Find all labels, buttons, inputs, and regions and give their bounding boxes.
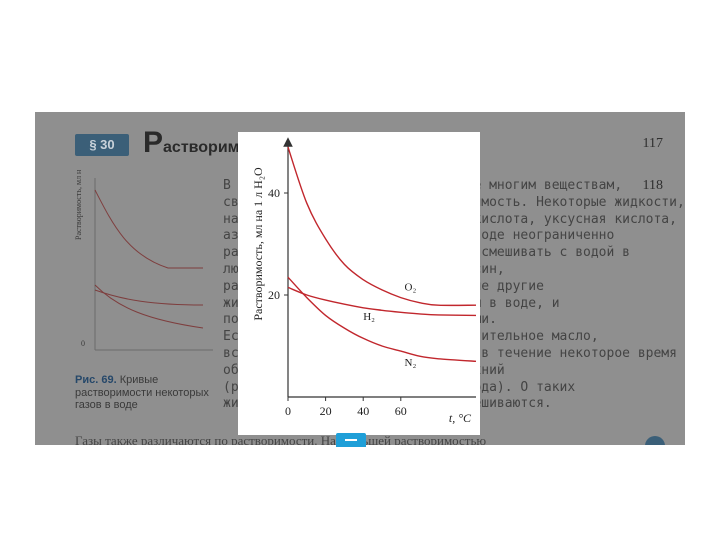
small-curve-n2	[94, 284, 204, 329]
solubility-figure: 0 20 40 60 20 40 O₂ H₂ N₂ Растворимость, мл на …	[238, 132, 480, 435]
caption-label: Рис. 69.	[75, 374, 117, 386]
page-number-right: 118	[642, 178, 663, 193]
corner-marker	[645, 436, 665, 445]
series-label: O₂	[405, 282, 417, 294]
series-label: H₂	[363, 311, 375, 323]
series-label: N₂	[405, 357, 417, 369]
small-tick-x0: 0	[81, 339, 85, 348]
solubility-chart: 0 20 40 60 20 40 O₂ H₂ N₂ Растворимость, мл на …	[251, 137, 477, 425]
y-tick-label: 20	[268, 288, 280, 302]
small-ylabel: Растворимость, мл на 1 л H₂O	[74, 170, 83, 240]
caption-text: Кривые растворимости некоторых газов в в…	[75, 374, 209, 411]
series-line	[287, 146, 477, 307]
bottom-tab-button[interactable]	[336, 433, 366, 447]
x-tick-label: 0	[285, 404, 291, 418]
y-axis-label: Растворимость, мл на 1 л H₂O	[251, 167, 265, 321]
section-title-initial: Р	[143, 126, 164, 159]
small-curve-o2	[94, 189, 203, 269]
section-badge: § 30	[75, 134, 129, 156]
small-curve-h2	[94, 289, 204, 306]
series-line	[287, 286, 477, 317]
x-tick-label: 20	[320, 404, 332, 418]
x-tick-label: 40	[357, 404, 369, 418]
figure-caption: Рис. 69. Кривые растворимости некоторых …	[75, 374, 225, 412]
y-tick-label: 40	[268, 186, 280, 200]
page-number-left: 117	[642, 136, 663, 151]
small-chart-thumbnail: Растворимость, мл на 1 л H₂O 0	[74, 170, 213, 351]
x-tick-label: 60	[395, 404, 407, 418]
x-axis-label: t, °C	[449, 411, 472, 425]
series-line	[287, 276, 477, 362]
